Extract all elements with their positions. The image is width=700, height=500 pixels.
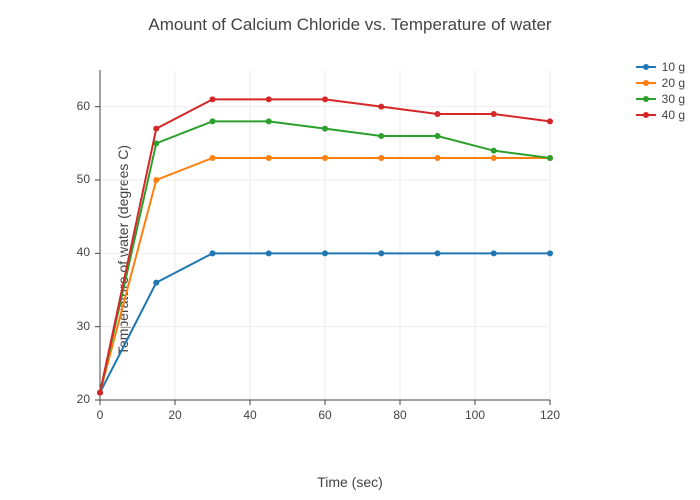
chart-svg — [80, 60, 560, 430]
x-tick-label: 20 — [165, 408, 185, 422]
chart-container: Amount of Calcium Chloride vs. Temperatu… — [0, 0, 700, 500]
y-tick-label: 60 — [77, 99, 90, 113]
legend-marker-icon — [643, 112, 649, 118]
x-tick-label: 80 — [390, 408, 410, 422]
x-tick-label: 0 — [90, 408, 110, 422]
legend-label: 10 g — [662, 60, 685, 74]
legend-item[interactable]: 10 g — [636, 60, 685, 74]
y-tick-label: 20 — [77, 392, 90, 406]
legend-line-icon — [636, 114, 656, 116]
chart-title: Amount of Calcium Chloride vs. Temperatu… — [0, 15, 700, 35]
legend-item[interactable]: 40 g — [636, 108, 685, 122]
x-tick-label: 100 — [465, 408, 485, 422]
legend-label: 30 g — [662, 92, 685, 106]
legend-line-icon — [636, 98, 656, 100]
legend-marker-icon — [643, 80, 649, 86]
x-axis-label: Time (sec) — [317, 474, 383, 490]
legend-line-icon — [636, 66, 656, 68]
legend-line-icon — [636, 82, 656, 84]
y-tick-label: 40 — [77, 245, 90, 259]
legend-marker-icon — [643, 64, 649, 70]
x-tick-label: 120 — [540, 408, 560, 422]
x-tick-label: 60 — [315, 408, 335, 422]
legend-marker-icon — [643, 96, 649, 102]
legend-label: 20 g — [662, 76, 685, 90]
grid-lines — [100, 70, 550, 400]
legend: 10 g 20 g 30 g 40 g — [636, 60, 685, 124]
legend-label: 40 g — [662, 108, 685, 122]
y-tick-label: 50 — [77, 172, 90, 186]
legend-item[interactable]: 20 g — [636, 76, 685, 90]
axes — [95, 70, 550, 405]
plot-area: 020406080100120 2030405060 — [80, 60, 560, 430]
y-tick-label: 30 — [77, 319, 90, 333]
legend-item[interactable]: 30 g — [636, 92, 685, 106]
x-tick-label: 40 — [240, 408, 260, 422]
